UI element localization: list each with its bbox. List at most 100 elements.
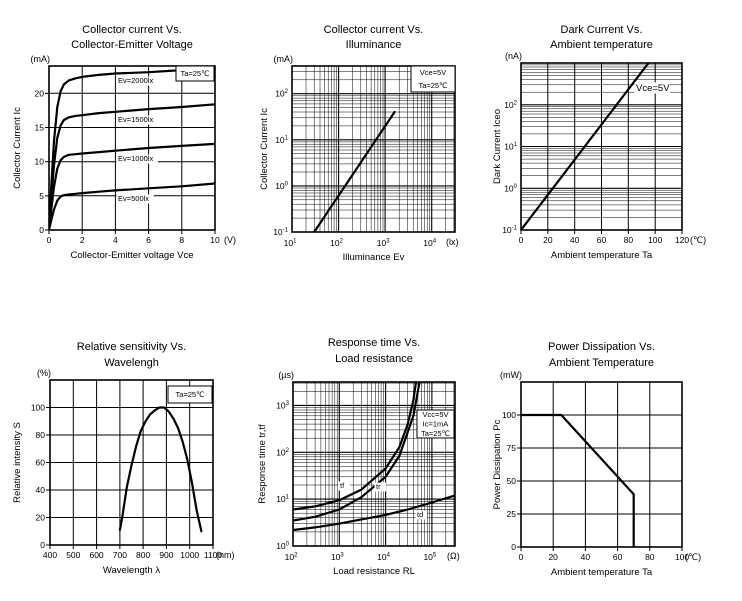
svg-text:6: 6 [146, 235, 151, 245]
chart-title-line2: Wavelengh [104, 357, 159, 369]
chart-title-line1: Dark Current Vs. [561, 24, 643, 36]
svg-text:100: 100 [31, 403, 45, 413]
svg-text:100: 100 [675, 552, 689, 562]
svg-text:10-1: 10-1 [502, 225, 517, 235]
x-axis-unit: (lx) [446, 237, 459, 247]
svg-text:100: 100 [276, 541, 289, 551]
y-axis-label: Power Dissipation Pc [492, 419, 503, 509]
x-axis-unit: (℃) [690, 235, 706, 245]
svg-text:102: 102 [276, 447, 289, 457]
y-axis-label: Collector Current Ic [12, 107, 23, 189]
x-axis-unit: (℃) [685, 552, 701, 562]
svg-text:103: 103 [276, 400, 289, 410]
x-axis-label: Ambient temperature Ta [551, 567, 653, 578]
svg-text:0: 0 [511, 542, 516, 552]
x-axis-label: Wavelength λ [103, 565, 160, 576]
svg-text:40: 40 [36, 485, 46, 495]
svg-text:60: 60 [36, 458, 46, 468]
chart-title-line1: Collector current Vs. [82, 24, 182, 36]
chart-title-line2: Illuminance [346, 39, 402, 51]
svg-text:80: 80 [624, 235, 634, 245]
y-axis-label: Response time tr,tf [257, 424, 268, 504]
plot-area: 101 102 103 104 10-1 100 101 102 Vce=5V Ta=25℃ [273, 65, 456, 248]
svg-text:102: 102 [330, 238, 343, 248]
svg-text:Ev=1500lx: Ev=1500lx [118, 115, 153, 124]
svg-text:10: 10 [210, 235, 220, 245]
y-axis-label: Collector Current Ic [259, 108, 270, 190]
svg-text:5: 5 [39, 191, 44, 201]
svg-text:105: 105 [423, 552, 436, 562]
chart-power-dissipation-vs-ambient-temperature: Power Dissipation Vs. Ambient Temperatur… [492, 300, 741, 601]
svg-text:400: 400 [43, 550, 57, 560]
svg-text:120: 120 [675, 235, 689, 245]
svg-text:100: 100 [504, 183, 517, 193]
svg-text:101: 101 [504, 142, 517, 152]
svg-text:tr: tr [376, 482, 381, 491]
chart-title-line2: Ambient temperature [550, 39, 653, 51]
svg-text:900: 900 [159, 550, 173, 560]
svg-text:20: 20 [35, 88, 45, 98]
relative-sensitivity-vs-wavelength-plot: Relative sensitivity Vs. Wavelengh (%) (… [12, 341, 235, 576]
svg-text:500: 500 [66, 550, 80, 560]
svg-text:2: 2 [80, 235, 85, 245]
svg-text:103: 103 [331, 552, 344, 562]
svg-text:tf: tf [340, 481, 345, 490]
svg-text:101: 101 [276, 494, 289, 504]
svg-text:60: 60 [613, 552, 623, 562]
y-axis-unit: (mW) [500, 370, 522, 380]
chart-title-line1: Power Dissipation Vs. [548, 341, 655, 353]
svg-text:20: 20 [548, 552, 558, 562]
y-axis-unit: (mA) [31, 54, 51, 64]
svg-text:101: 101 [275, 135, 288, 145]
y-axis-unit: (nA) [505, 51, 522, 61]
x-axis-label: Load resistance RL [333, 566, 415, 577]
svg-text:50: 50 [507, 476, 517, 486]
svg-text:102: 102 [275, 89, 288, 99]
svg-text:Ta=25℃: Ta=25℃ [421, 429, 450, 438]
svg-text:0: 0 [40, 540, 45, 550]
chart-collector-current-vs-vce: Collector current Vs. Collector-Emitter … [0, 0, 247, 301]
plot-area: 0 20 40 60 80 100 0 25 50 75 100 [502, 381, 689, 562]
svg-text:Vcc=5V: Vcc=5V [422, 410, 448, 419]
dark-current-vs-ambient-temperature-plot: Dark Current Vs. Ambient temperature (nA… [492, 24, 706, 261]
svg-text:104: 104 [377, 552, 390, 562]
svg-text:60: 60 [597, 235, 607, 245]
response-time-vs-load-resistance-plot: Response time Vs. Load resistance (µs) (… [257, 337, 460, 577]
chart-title-line2: Collector-Emitter Voltage [71, 39, 193, 51]
svg-text:Ta=25℃: Ta=25℃ [180, 69, 209, 78]
svg-text:80: 80 [645, 552, 655, 562]
svg-text:102: 102 [285, 552, 298, 562]
chart-relative-sensitivity-vs-wavelength: Relative sensitivity Vs. Wavelengh (%) (… [0, 300, 247, 601]
svg-text:40: 40 [570, 235, 580, 245]
svg-text:102: 102 [504, 100, 517, 110]
svg-text:104: 104 [423, 238, 436, 248]
x-axis-label: Illuminance Ev [343, 252, 405, 263]
svg-text:0: 0 [519, 235, 524, 245]
svg-text:Vce=5V: Vce=5V [636, 83, 670, 94]
svg-text:Ta=25℃: Ta=25℃ [418, 81, 447, 90]
y-axis-unit: (%) [37, 368, 51, 378]
y-axis-unit: (mA) [274, 54, 294, 64]
plot-area: 0 20 40 60 80 100 120 10-1 100 101 102 Vce=5V [502, 62, 689, 245]
power-dissipation-vs-ambient-temperature-plot: Power Dissipation Vs. Ambient Temperatur… [492, 341, 701, 578]
x-axis-unit: (nm) [216, 550, 235, 560]
plot-area: 400 500 600 700 800 900 1000 1100 0 20 40 60 80 100 Ta… [31, 379, 222, 560]
svg-text:Ev=1000lx: Ev=1000lx [118, 154, 153, 163]
collector-current-vs-illuminance-plot: Collector current Vs. Illuminance (mA) (… [259, 24, 459, 263]
svg-text:Ev=2000lx: Ev=2000lx [118, 76, 153, 85]
svg-text:101: 101 [284, 238, 297, 248]
svg-text:0: 0 [39, 225, 44, 235]
x-axis-unit: (Ω) [447, 551, 460, 561]
svg-text:20: 20 [543, 235, 553, 245]
plot-area: 0 2 4 6 8 10 0 5 10 15 20 Ev=2000lx Ev=1500lx Ev=1000… [35, 65, 220, 245]
svg-text:100: 100 [648, 235, 662, 245]
chart-title-line2: Load resistance [335, 353, 413, 365]
x-axis-unit: (V) [224, 235, 236, 245]
svg-text:10: 10 [35, 157, 45, 167]
svg-text:10-1: 10-1 [273, 227, 288, 237]
x-axis-label: Collector-Emitter voltage Vce [70, 250, 193, 261]
svg-text:Ev=500lx: Ev=500lx [118, 194, 149, 203]
svg-text:40: 40 [581, 552, 591, 562]
svg-text:103: 103 [377, 238, 390, 248]
